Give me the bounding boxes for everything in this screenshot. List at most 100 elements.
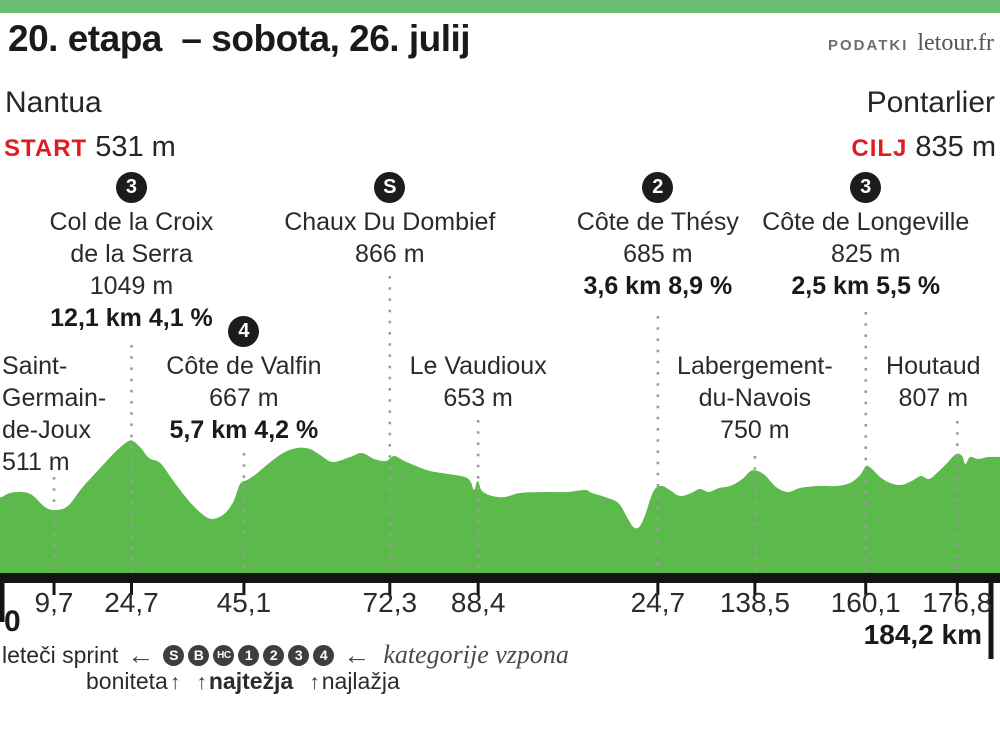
finish-tag: CILJ [851, 135, 908, 162]
climb-label-line: Saint- [2, 352, 68, 380]
legend-category-badge: 3 [288, 644, 310, 666]
legend-category-badge: 4 [313, 644, 335, 666]
category-badge: S [374, 172, 406, 203]
climb-label-line: du-Navois [698, 384, 812, 412]
axis-tick [753, 575, 757, 595]
climb-label-line: 807 m [898, 384, 969, 412]
axis-tick-label: 24,7 [104, 587, 159, 618]
finish-city: Pontarlier [866, 86, 995, 119]
axis-tick [242, 575, 246, 595]
data-source: PODATKI letour.fr [828, 30, 994, 57]
climb-label-line: Houtaud [886, 352, 981, 380]
axis-tick-label: 176,8 [922, 587, 993, 618]
axis-tick-label: 72,3 [362, 587, 418, 618]
finish-elevation-value: 835 m [915, 131, 996, 163]
climb-label-line: Germain- [2, 384, 107, 412]
climb-label-line: 653 m [443, 384, 513, 412]
climb-label: Labergement-du-Navois 750 m [615, 350, 895, 446]
climb-stats: 3,6 km 8,9 % [583, 272, 733, 300]
category-badge: 4 [228, 316, 260, 347]
climb-label: 2 Côte de Thésy 685 m 3,6 km 8,9 % [518, 172, 798, 302]
climb-label: Saint- Germain-de-Joux 511 m [2, 350, 182, 478]
axis-tick [476, 575, 480, 595]
climb-label: S Chaux Du Dombief 866 m [250, 172, 530, 270]
up-arrow-icon: ↑ [196, 671, 207, 694]
axis-tick [656, 575, 660, 595]
climb-label: Le Vaudioux 653 m [338, 350, 618, 414]
axis-bar [0, 573, 1000, 583]
climb-label-line: Chaux Du Dombief [284, 208, 496, 236]
climb-label-line: 685 m [623, 240, 693, 268]
category-badges-legend: S B HC 1 2 3 4 [163, 644, 335, 666]
climb-label-line: Côte de Valfin [166, 352, 322, 380]
start-elevation-value: 531 m [95, 131, 176, 163]
bonus-label: boniteta [86, 668, 168, 694]
easiest-label: najlažja [321, 668, 400, 694]
axis-tick-label: 9,7 [34, 587, 74, 618]
left-arrow-icon: ← [127, 639, 155, 670]
climb-label: 3 Côte de Longeville 825 m 2,5 km 5,5 % [726, 172, 1000, 302]
legend-row-notes: boniteta ↑ ↑ najtežja ↑ najlažja [86, 668, 400, 695]
start-city: Nantua [5, 86, 102, 119]
axis-tick [129, 575, 133, 595]
axis-tick-label: 45,1 [216, 587, 272, 618]
top-accent-bar [0, 0, 1000, 13]
category-badge: 3 [115, 172, 147, 203]
climb-label-line: 825 m [830, 240, 901, 268]
axis-tick-label: 88,4 [450, 587, 506, 618]
flying-sprint-label: leteči sprint [2, 641, 119, 668]
climb-label-line: 511 m [2, 448, 70, 476]
total-distance-label: 184,2 km [863, 619, 982, 650]
category-badge: 3 [850, 172, 882, 203]
climb-label-line: Côte de Longeville [762, 208, 970, 236]
legend-category-badge: 2 [263, 644, 285, 666]
axis-start-label: 0 [4, 605, 21, 638]
climb-label-line: Labergement- [677, 352, 833, 380]
climb-label: 3 Col de la Croix de la Serra 1049 m 12,1 km… [0, 172, 271, 334]
source-label: PODATKI [827, 37, 909, 54]
climb-label-line: de-Joux [2, 416, 91, 444]
category-badge: 2 [642, 172, 674, 203]
climb-label-line: Le Vaudioux [409, 352, 547, 380]
legend-category-badge: HC [213, 644, 235, 666]
axis-tick [955, 575, 959, 595]
legend-category-badge: 1 [238, 644, 260, 666]
climb-label-line: 750 m [720, 416, 790, 444]
climb-label-line: 667 m [209, 384, 279, 412]
climb-label: 4 Côte de Valfin 667 m 5,7 km 4,2 % [104, 316, 384, 446]
climb-label: Houtaud 807 m [793, 350, 1000, 414]
source-value: letour.fr [917, 30, 994, 56]
climb-stats: 2,5 km 5,5 % [791, 272, 941, 300]
categories-caption: kategorije vzpona [383, 640, 569, 669]
page-title: 20. etapa – sobota, 26. julij [8, 18, 471, 59]
climb-label-line: Côte de Thésy [576, 208, 739, 236]
climb-label-line: 1049 m [89, 272, 174, 300]
easiest-note: ↑ najlažja [309, 668, 400, 695]
climb-label-line: Col de la Croix [49, 208, 214, 236]
elevation-profile-area [0, 440, 1000, 583]
axis-start-bar [0, 575, 5, 622]
climb-label-line: 866 m [355, 240, 425, 268]
climb-stats: 12,1 km 4,1 % [50, 304, 213, 332]
legend-row-categories: leteči sprint ← S B HC 1 2 3 4 ← kategorije vz… [2, 640, 569, 670]
legend-category-badge: S [163, 644, 185, 666]
axis-tick-label: 160,1 [830, 587, 901, 618]
hardest-note: ↑ najtežja [196, 668, 293, 695]
axis-end-bar [988, 575, 994, 659]
bonus-note: boniteta ↑ [86, 668, 180, 695]
hardest-label: najtežja [208, 668, 294, 694]
legend-category-badge: B [188, 644, 210, 666]
start-tag: START [4, 135, 88, 162]
up-arrow-icon: ↑ [309, 671, 320, 694]
finish-elevation: CILJ 835 m [851, 131, 996, 164]
up-arrow-icon: ↑ [169, 671, 181, 694]
start-elevation: START 531 m [4, 131, 176, 164]
axis-tick [388, 575, 392, 595]
axis-tick-label: 24,7 [630, 587, 686, 618]
axis-tick-label: 138,5 [719, 587, 790, 618]
axis-tick [52, 575, 56, 595]
left-arrow-icon: ← [343, 639, 371, 670]
climb-stats: 5,7 km 4,2 % [169, 416, 319, 444]
